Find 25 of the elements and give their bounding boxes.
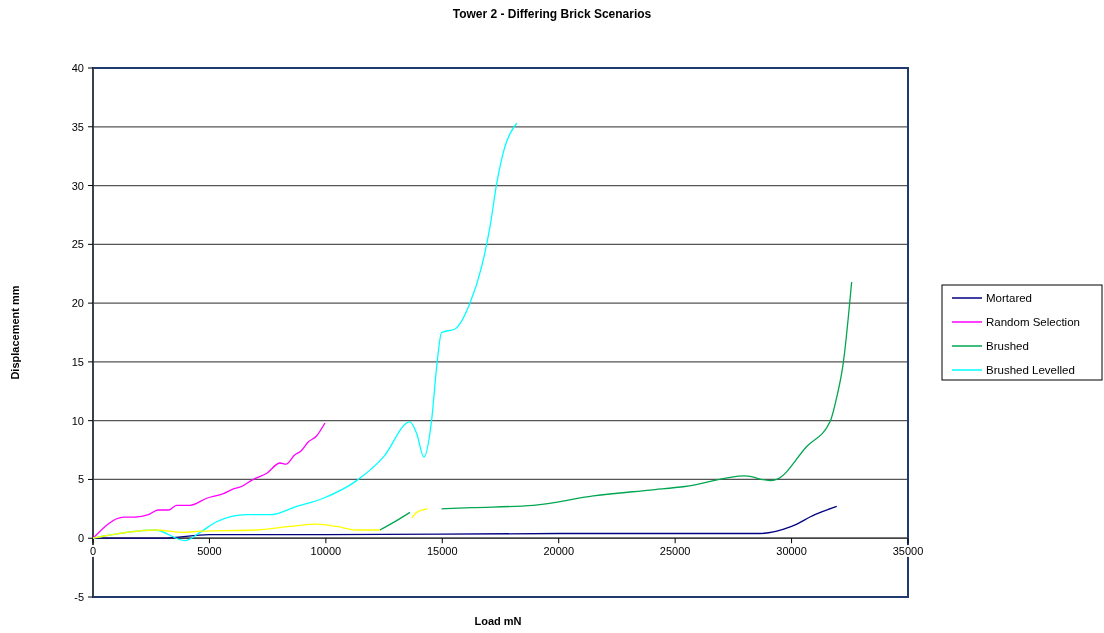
legend-label: Random Selection: [986, 316, 1080, 328]
chart-title: Tower 2 - Differing Brick Scenarios: [452, 7, 652, 21]
y-tick-label: 25: [71, 238, 84, 251]
y-tick-label: 20: [71, 297, 84, 310]
y-tick-label: 5: [77, 473, 84, 486]
x-tick-label: 25000: [659, 545, 691, 558]
y-axis-title: Displacement mm: [9, 285, 21, 380]
y-tick-label: 40: [71, 62, 84, 74]
x-tick-label: 15000: [426, 545, 458, 558]
x-tick-label: 5000: [197, 545, 222, 558]
x-tick-label: 10000: [310, 545, 342, 558]
legend-label: Mortared: [986, 292, 1033, 304]
y-tick-label: 30: [71, 179, 84, 192]
y-tick-label: -5: [74, 591, 84, 603]
y-tick-label: 0: [77, 532, 84, 545]
line-series: [92, 505, 838, 539]
x-axis-title: Load mN: [474, 615, 522, 627]
x-tick-label: 20000: [543, 545, 575, 558]
line-series: [92, 422, 326, 539]
y-tick-label: 10: [71, 414, 84, 427]
legend-label: Brushed Levelled: [986, 364, 1075, 376]
x-tick-label: 30000: [776, 545, 807, 558]
y-tick-label: 15: [71, 355, 84, 368]
y-tick-label: 35: [71, 120, 84, 133]
legend-label: Brushed: [986, 340, 1029, 352]
